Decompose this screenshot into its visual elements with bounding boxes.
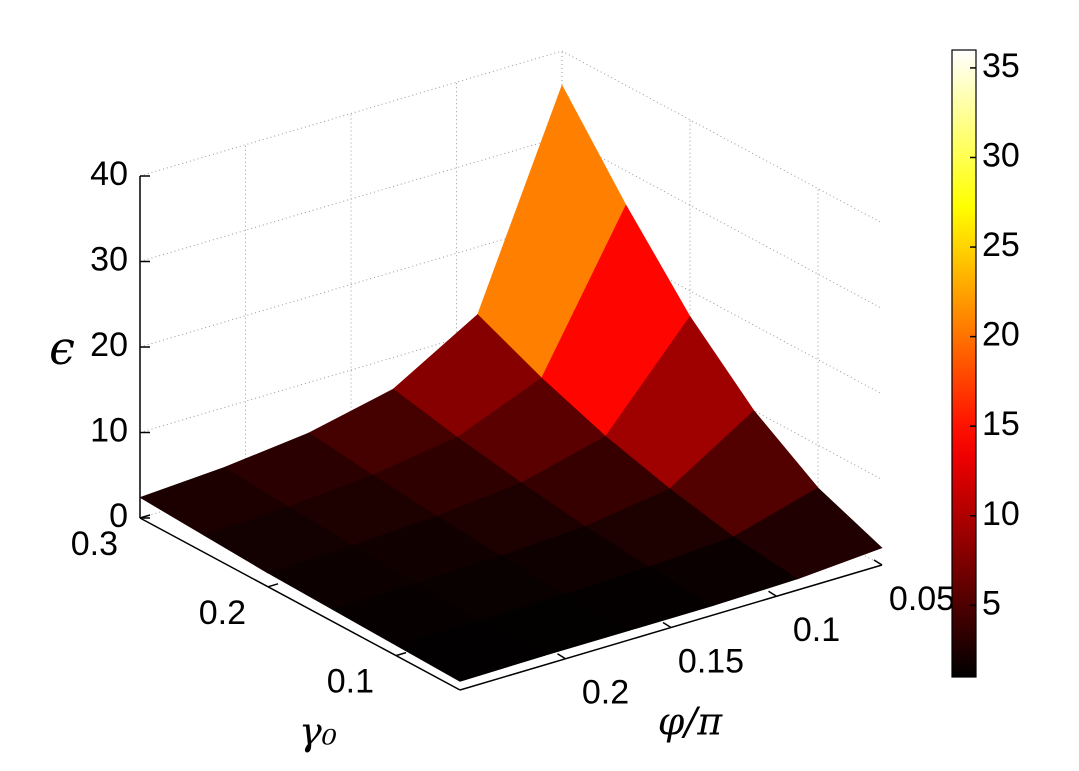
colorbar-tick-label: 35	[982, 47, 1020, 85]
y-axis	[139, 517, 461, 691]
y-axis-label: γ₀	[299, 710, 337, 754]
axes: 0 10 20 30 40 0.1 0.2 0.3 0.05 0.1 0.15 0.2	[71, 155, 955, 712]
colorbar-tick-label: 25	[982, 226, 1020, 264]
z-tick-label: 10	[90, 411, 128, 449]
y-tick	[139, 514, 151, 519]
y-tick-label: 0.2	[199, 594, 246, 632]
z-tick-label: 40	[90, 155, 128, 193]
x-tick	[873, 559, 883, 566]
y-tick	[395, 651, 407, 657]
surface	[139, 84, 883, 682]
y-tick-label: 0.1	[327, 663, 374, 701]
surface-patch	[395, 620, 546, 682]
colorbar-tick-label: 20	[982, 316, 1020, 354]
x-axis-label: φ/π	[658, 700, 723, 744]
x-tick	[557, 653, 566, 660]
x-tick	[768, 590, 777, 597]
y-tick-label: 0.3	[71, 525, 118, 563]
y-tick	[267, 583, 279, 588]
x-tick-label: 0.2	[582, 674, 629, 712]
colorbar-tick-label: 30	[982, 136, 1020, 174]
x-tick-label: 0.05	[889, 580, 955, 618]
z-axis-label: ϵ	[49, 321, 75, 375]
z-tick-label: 30	[90, 240, 128, 278]
colorbar-scale	[951, 49, 977, 678]
x-tick-label: 0.15	[678, 642, 744, 680]
colorbar-tick-label: 10	[982, 495, 1020, 533]
z-tick-label: 0	[109, 497, 128, 535]
colorbar-tick-label: 5	[982, 584, 1001, 622]
grid-line	[139, 50, 883, 224]
x-tick-label: 0.1	[793, 611, 840, 649]
x-tick	[662, 621, 672, 629]
colorbar: 5 10 15 20 25 30 35	[951, 47, 1020, 678]
colorbar-tick-label: 15	[982, 405, 1020, 443]
z-tick-label: 20	[90, 326, 128, 364]
